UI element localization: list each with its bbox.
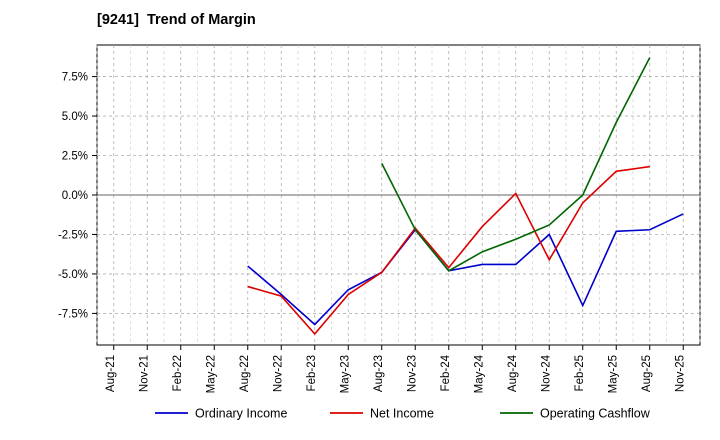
x-axis-tick-label: Aug-24	[507, 354, 519, 392]
y-axis-tick-label: 0.0%	[62, 190, 88, 202]
x-axis-tick-label: Nov-21	[138, 355, 150, 392]
series-line	[247, 213, 684, 326]
x-axis-tick-label: Feb-22	[172, 355, 184, 391]
x-axis-tick-label: May-25	[607, 355, 619, 393]
y-axis-tick-label: -7.5%	[58, 308, 88, 320]
chart-title: [9241] Trend of Margin	[97, 12, 256, 28]
x-axis-tick-label: Nov-22	[272, 355, 284, 392]
legend-label: Ordinary Income	[195, 407, 287, 421]
series-line	[381, 57, 651, 272]
x-axis-tick-label: Nov-23	[406, 355, 418, 392]
x-axis-tick-label: Nov-24	[540, 354, 552, 392]
x-axis-tick-label: May-23	[339, 355, 351, 393]
x-axis-tick-label: Nov-25	[674, 355, 686, 392]
x-axis-tick-label: Aug-22	[239, 355, 251, 392]
series-line	[247, 165, 650, 336]
x-axis-tick-label: Aug-23	[373, 355, 385, 392]
y-axis-tick-label: 7.5%	[62, 72, 88, 84]
y-axis-tick-label: 5.0%	[62, 111, 88, 123]
y-axis-tick-label: 2.5%	[62, 151, 88, 163]
x-axis-tick-label: Feb-23	[306, 355, 318, 391]
y-axis-tick-label: -2.5%	[58, 229, 88, 241]
x-axis-tick-label: Aug-25	[641, 355, 653, 392]
x-axis-tick-label: May-24	[473, 354, 485, 393]
legend-label: Operating Cashflow	[540, 407, 651, 421]
x-axis-tick-label: May-22	[205, 355, 217, 393]
x-axis-tick-label: Feb-25	[574, 355, 586, 391]
y-axis-tick-label: -5.0%	[58, 269, 88, 281]
x-axis-tick-label: Feb-24	[440, 354, 452, 391]
legend-label: Net Income	[370, 407, 434, 421]
x-axis-tick-label: Aug-21	[105, 355, 117, 392]
